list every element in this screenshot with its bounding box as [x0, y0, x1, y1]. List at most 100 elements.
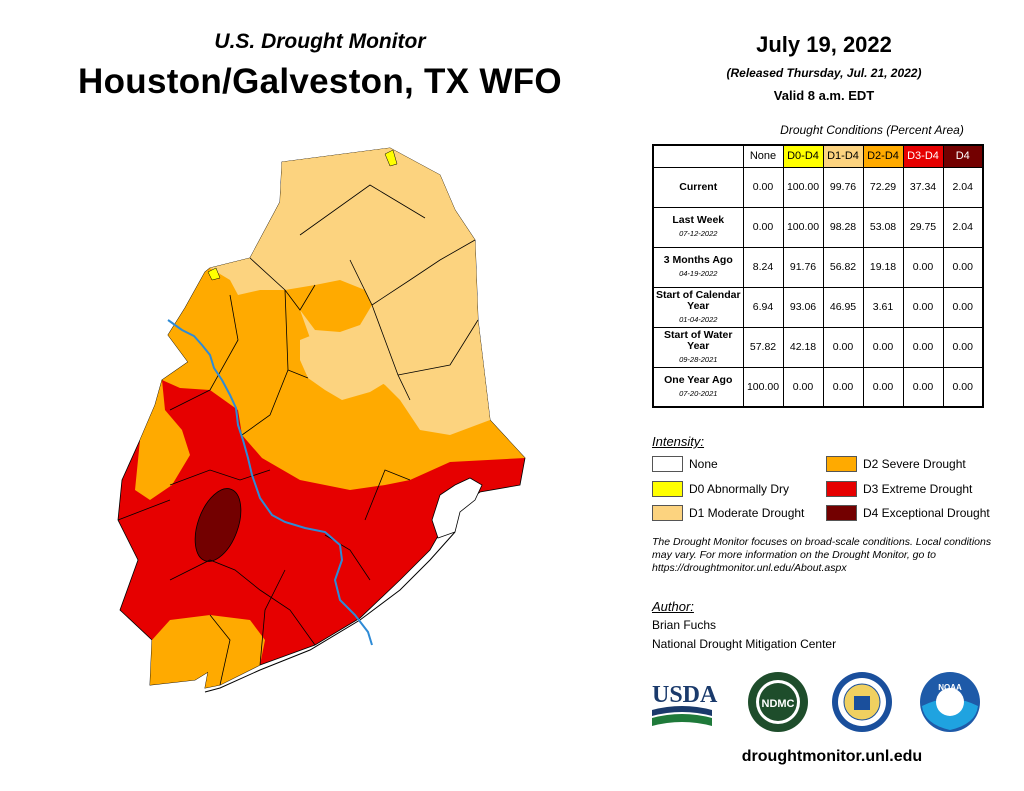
map-subtitle: U.S. Drought Monitor — [214, 30, 426, 53]
region-d2-center — [285, 280, 372, 332]
galveston-bay — [431, 477, 483, 539]
legend-item-d3: D3 Extreme Drought — [826, 481, 972, 497]
row-date: 07-20-2021 — [679, 388, 718, 398]
table-caption: Drought Conditions (Percent Area) — [780, 123, 964, 137]
table-cell: 53.08 — [862, 206, 904, 248]
river — [167, 319, 373, 646]
drought-map — [117, 147, 526, 693]
website-link[interactable]: droughtmonitor.unl.edu — [741, 748, 923, 765]
table-cell: 0.00 — [862, 326, 904, 368]
table-cell: 100.00 — [742, 366, 784, 408]
doc-seal-logo — [832, 672, 892, 732]
table-cell: 46.95 — [822, 286, 864, 328]
disclaimer-note: The Drought Monitor focuses on broad-sca… — [652, 536, 992, 574]
table-row: One Year Ago 07-20-2021 100.00 0.00 0.00 0.00… — [652, 366, 984, 408]
row-label: Start of Water Year 09-28-2021 — [652, 326, 744, 368]
row-date: 04-19-2022 — [679, 269, 718, 278]
county-lines — [117, 184, 479, 686]
table-cell: 91.76 — [782, 246, 824, 288]
table-row: Last Week 07-12-2022 0.00 100.00 98.28 53.08 2… — [652, 206, 984, 248]
row-label-text: Current — [679, 180, 718, 193]
ndmc-logo-text: NDMC — [762, 698, 795, 710]
legend-item-d1: D1 Moderate Drought — [652, 505, 804, 521]
legend-item-d2: D2 Severe Drought — [826, 456, 966, 472]
col-header: D4 — [942, 144, 984, 168]
usda-logo: USDA — [652, 682, 718, 726]
table-cell: 0.00 — [902, 246, 944, 288]
legend-swatch — [652, 505, 683, 521]
table-cell: 93.06 — [782, 286, 824, 328]
legend-label: D0 Abnormally Dry — [689, 482, 790, 496]
table-cell: 56.82 — [822, 246, 864, 288]
row-label-text: Start of Calendar Year — [655, 288, 741, 312]
table-row: Current 0.00 100.00 99.76 72.29 37.34 2.04 — [652, 166, 984, 208]
table-cell: 0.00 — [902, 326, 944, 368]
table-cell: 6.94 — [742, 286, 784, 328]
author-title: Author: — [652, 599, 694, 614]
coastline — [204, 531, 456, 693]
table-cell: 100.00 — [782, 166, 824, 208]
table-cell: 0.00 — [742, 166, 784, 208]
row-label-text: Last Week — [672, 214, 725, 226]
table-cell: 19.18 — [862, 246, 904, 288]
col-header: D3-D4 — [902, 144, 944, 168]
col-header: D1-D4 — [822, 144, 864, 168]
table-row: Start of Water Year 09-28-2021 57.82 42.18 0… — [652, 326, 984, 368]
table-cell: 0.00 — [822, 326, 864, 368]
table-cell: 42.18 — [782, 326, 824, 368]
table-cell: 0.00 — [942, 366, 984, 408]
table-cell: 0.00 — [862, 366, 904, 408]
legend-swatch — [652, 456, 683, 472]
table-cell: 0.00 — [902, 286, 944, 328]
legend-swatch — [826, 481, 857, 497]
legend-item-d0: D0 Abnormally Dry — [652, 481, 789, 497]
region-d1-center — [300, 330, 398, 400]
table-header-row: None D0-D4 D1-D4 D2-D4 D3-D4 D4 — [653, 144, 984, 168]
author-name: Brian Fuchs — [652, 618, 717, 632]
col-header: D2-D4 — [862, 144, 904, 168]
table-cell: 0.00 — [822, 366, 864, 408]
table-cell: 0.00 — [942, 246, 984, 288]
map-date: July 19, 2022 — [756, 32, 892, 57]
table-cell: 8.24 — [742, 246, 784, 288]
legend-item-d4: D4 Exceptional Drought — [826, 505, 990, 521]
table-cell: 0.00 — [942, 286, 984, 328]
col-header: D0-D4 — [782, 144, 824, 168]
table-header-blank — [653, 145, 743, 167]
row-label: Start of Calendar Year 01-04-2022 — [652, 286, 744, 328]
row-label-text: Start of Water Year — [664, 328, 733, 352]
legend-label: D2 Severe Drought — [863, 457, 966, 471]
ndmc-logo: NDMC — [748, 672, 808, 732]
noaa-logo: NOAA — [920, 672, 980, 732]
usda-logo-text: USDA — [652, 682, 718, 708]
table-cell: 0.00 — [942, 326, 984, 368]
legend-label: None — [689, 457, 718, 471]
table-cell: 3.61 — [862, 286, 904, 328]
table-cell: 72.29 — [862, 166, 904, 208]
table-row: Start of Calendar Year 01-04-2022 6.94 93.0… — [652, 286, 984, 328]
region-d0-ne — [384, 149, 398, 167]
legend-swatch — [826, 505, 857, 521]
legend-swatch — [826, 456, 857, 472]
row-label-text: One Year Ago — [664, 373, 733, 386]
legend-label: D1 Moderate Drought — [689, 506, 805, 520]
table-cell: 37.34 — [902, 166, 944, 208]
legend-swatch — [652, 481, 683, 497]
legend-label: D4 Exceptional Drought — [863, 506, 990, 520]
table-cell: 99.76 — [822, 166, 864, 208]
row-date: 01-04-2022 — [679, 314, 718, 324]
region-d4 — [194, 488, 242, 562]
table-cell: 2.04 — [942, 166, 984, 208]
table-cell: 0.00 — [902, 366, 944, 408]
col-header: None — [742, 144, 784, 168]
row-label: One Year Ago 07-20-2021 — [652, 366, 744, 408]
row-label-text: 3 Months Ago — [663, 254, 733, 266]
legend-title: Intensity: — [652, 434, 705, 449]
noaa-logo-text: NOAA — [938, 683, 962, 692]
drought-conditions-table: None D0-D4 D1-D4 D2-D4 D3-D4 D4 Current 0… — [652, 144, 984, 408]
legend-label: D3 Extreme Drought — [863, 482, 973, 496]
table-cell: 2.04 — [942, 206, 984, 248]
partner-logos: USDA NDMC NOAA — [652, 672, 980, 732]
row-label: 3 Months Ago 04-19-2022 — [652, 246, 744, 288]
map-title: Houston/Galveston, TX WFO — [78, 62, 562, 101]
